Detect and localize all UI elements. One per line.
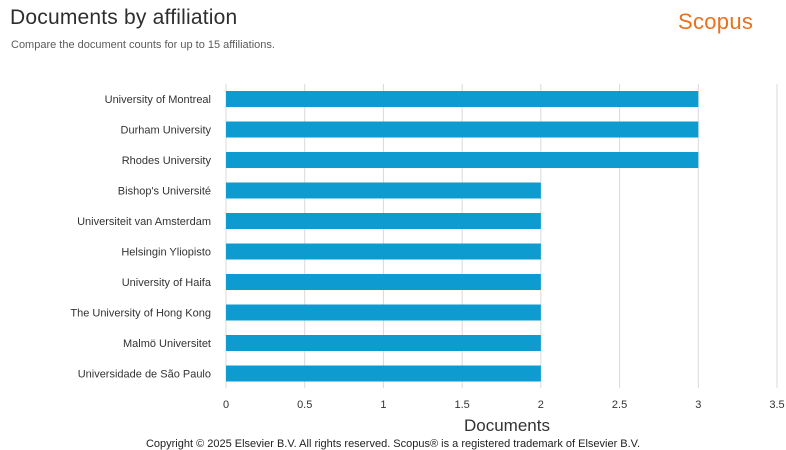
- bar: [226, 121, 699, 138]
- bar: [226, 182, 541, 199]
- scopus-logo[interactable]: Scopus: [678, 9, 754, 34]
- bar: [226, 304, 541, 321]
- category-label: The University of Hong Kong: [70, 308, 211, 320]
- bar: [226, 335, 541, 351]
- category-label: Helsingin Yliopisto: [121, 247, 211, 259]
- bar: [226, 152, 699, 168]
- category-label: Universidade de São Paulo: [78, 369, 211, 381]
- category-label: University of Haifa: [122, 277, 212, 289]
- bar: [226, 213, 541, 229]
- x-tick-label: 2: [538, 399, 544, 411]
- copyright-notice: Copyright © 2025 Elsevier B.V. All right…: [145, 438, 641, 450]
- x-tick-label: 0.5: [297, 399, 312, 411]
- bar: [226, 243, 541, 260]
- x-tick-label: 1.5: [454, 399, 469, 411]
- category-label: Durham University: [121, 125, 212, 137]
- bar: [226, 91, 699, 107]
- category-label: Malmö Universitet: [123, 338, 211, 350]
- x-tick-label: 0: [223, 399, 229, 411]
- bar: [226, 365, 541, 382]
- x-tick-label: 1: [380, 399, 386, 411]
- chart-title: Documents by affiliation: [10, 6, 238, 29]
- x-axis-title: Documents: [464, 416, 550, 435]
- chart-subtitle: Compare the document counts for up to 15…: [11, 39, 275, 51]
- category-label: Universiteit van Amsterdam: [77, 216, 211, 228]
- category-label: University of Montreal: [105, 94, 211, 106]
- bar: [226, 274, 541, 290]
- x-tick-label: 3.5: [769, 399, 784, 411]
- category-label: Bishop's Université: [118, 186, 211, 198]
- x-tick-label: 2.5: [612, 399, 627, 411]
- category-label: Rhodes University: [122, 155, 212, 167]
- x-tick-label: 3: [695, 399, 701, 411]
